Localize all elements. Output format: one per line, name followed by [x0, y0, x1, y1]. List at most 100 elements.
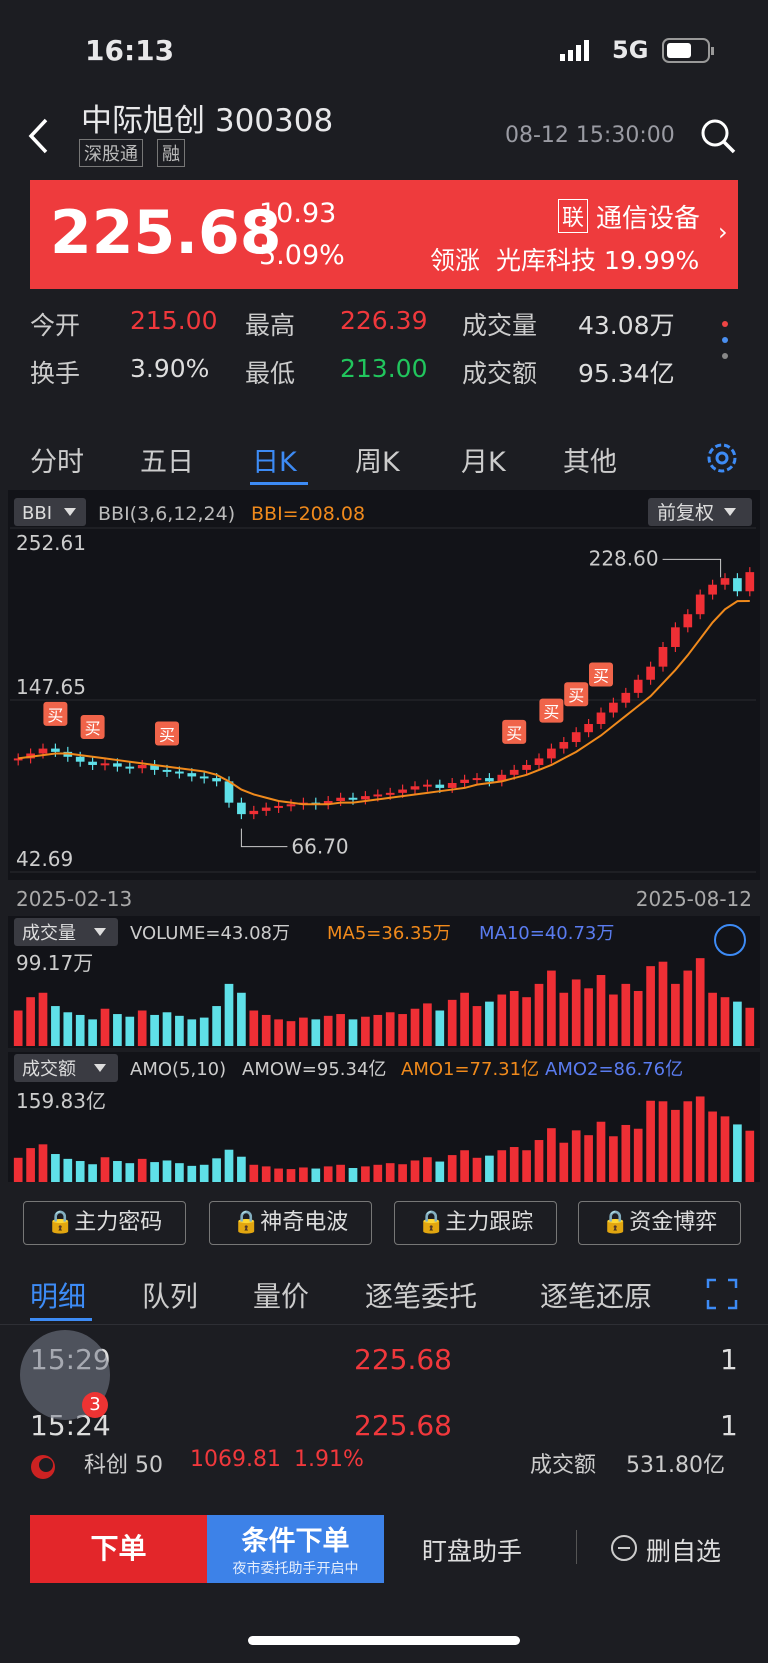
stat-label: 今开 — [30, 311, 81, 340]
detail-tab[interactable]: 逐笔委托 — [365, 1280, 478, 1313]
panel-indicator: AMO2=86.76亿 — [545, 1059, 683, 1080]
index-name: 科创 50 — [84, 1453, 163, 1478]
volume-bar — [398, 1014, 407, 1046]
indicator-button — [14, 498, 86, 526]
amount-bar — [547, 1128, 556, 1182]
volume-bar — [584, 988, 593, 1046]
detail-tab[interactable]: 明细 — [30, 1280, 87, 1313]
trade-price: 225.68 — [354, 1343, 452, 1376]
volume-bar — [733, 1001, 742, 1046]
period-tab[interactable]: 其他 — [563, 447, 617, 478]
tool-button[interactable]: 🔒神奇电波 — [209, 1201, 372, 1245]
amount-bar — [51, 1154, 60, 1182]
more-dots[interactable] — [718, 318, 732, 364]
candle — [447, 783, 457, 788]
tool-button[interactable]: 🔒主力跟踪 — [394, 1201, 557, 1245]
order-button[interactable]: 下单 — [30, 1515, 207, 1583]
stock-name: 中际旭创 300308 — [81, 103, 334, 139]
candle — [733, 578, 742, 592]
detail-tab[interactable]: 逐笔还原 — [540, 1280, 653, 1313]
candle — [385, 792, 395, 795]
expand-icon[interactable] — [706, 1278, 738, 1310]
leader: 光库科技 19.99% — [496, 246, 700, 275]
volume-bar — [633, 990, 643, 1046]
detail-tab[interactable]: 队列 — [142, 1280, 199, 1313]
watch-assistant[interactable]: 盯盘助手 — [422, 1537, 523, 1566]
volume-bar — [113, 1014, 122, 1046]
amount-bar — [187, 1165, 197, 1182]
volume-bar — [51, 1006, 60, 1046]
volume-bar — [26, 997, 35, 1046]
detail-tab[interactable]: 量价 — [253, 1280, 310, 1313]
period-tab[interactable]: 周K — [355, 447, 400, 478]
tool-button[interactable]: 🔒主力密码 — [23, 1201, 186, 1245]
amount-bar — [571, 1130, 581, 1182]
volume-bar — [547, 970, 556, 1046]
candle — [187, 773, 197, 777]
settings-icon[interactable] — [704, 440, 740, 476]
volume-bar — [125, 1016, 135, 1046]
amount-bar — [385, 1163, 395, 1182]
volume-bar — [497, 994, 507, 1046]
volume-bar — [187, 1019, 197, 1046]
buy-marker — [155, 721, 179, 746]
panel-max: 159.83亿 — [16, 1089, 106, 1113]
amount-bar — [596, 1121, 606, 1182]
candle — [695, 594, 705, 615]
candle — [199, 776, 209, 779]
buy-label: 买 — [543, 703, 559, 722]
period-tab[interactable]: 分时 — [30, 447, 84, 478]
tool-button[interactable]: 🔒资金博弈 — [578, 1201, 741, 1245]
volume-bar — [708, 992, 717, 1046]
volume-bar — [522, 997, 531, 1046]
time: 16:13 — [85, 34, 175, 67]
candle — [435, 784, 445, 788]
volume-bar — [745, 1007, 755, 1046]
amount-bar — [522, 1150, 531, 1182]
volume-bar — [485, 1001, 494, 1046]
volume-bar — [212, 1006, 221, 1046]
y-tick-label: 252.61 — [16, 531, 86, 555]
period-tab[interactable]: 五日 — [140, 447, 194, 478]
amount-bar — [88, 1164, 97, 1182]
candle — [472, 778, 482, 781]
candle — [100, 763, 110, 766]
index-strip[interactable] — [0, 1440, 768, 1490]
amount-bar — [175, 1163, 184, 1182]
remove-watchlist[interactable]: 删自选 — [646, 1537, 722, 1566]
adjust-label: 前复权 — [657, 502, 714, 524]
candle — [75, 756, 85, 762]
volume-bar — [299, 1017, 308, 1046]
search-icon[interactable] — [700, 118, 738, 156]
panel-button — [14, 1054, 118, 1082]
volume-bar — [410, 1008, 420, 1046]
candle — [547, 748, 556, 759]
conditional-order-button[interactable] — [207, 1515, 384, 1583]
volume-bar — [621, 983, 631, 1046]
stat-value: 95.34亿 — [578, 359, 675, 388]
change-pct: 5.09% — [259, 240, 345, 271]
back-button[interactable] — [26, 118, 52, 154]
signal — [560, 40, 589, 61]
candle — [621, 692, 631, 703]
candle — [88, 761, 97, 765]
indicator: BBI(3,6,12,24) — [98, 503, 235, 525]
remove-icon — [611, 1535, 637, 1561]
candle — [224, 781, 234, 803]
volume-bar — [447, 999, 457, 1046]
volume-bar — [336, 1014, 345, 1046]
panel-button-label: 成交量 — [22, 923, 76, 944]
candle — [609, 702, 618, 713]
amount-bar — [348, 1168, 358, 1182]
home-indicator — [248, 1636, 520, 1645]
candle — [559, 742, 569, 749]
period-tab[interactable]: 月K — [461, 447, 506, 478]
period-tab[interactable]: 日K — [252, 447, 297, 478]
quote-banner[interactable] — [30, 180, 738, 289]
volume-bar — [274, 1019, 283, 1046]
amount-bar — [100, 1157, 110, 1182]
trade-volume: 1 — [720, 1409, 738, 1442]
volume-bar — [509, 990, 519, 1046]
index-value: 1069.81 — [190, 1447, 281, 1472]
